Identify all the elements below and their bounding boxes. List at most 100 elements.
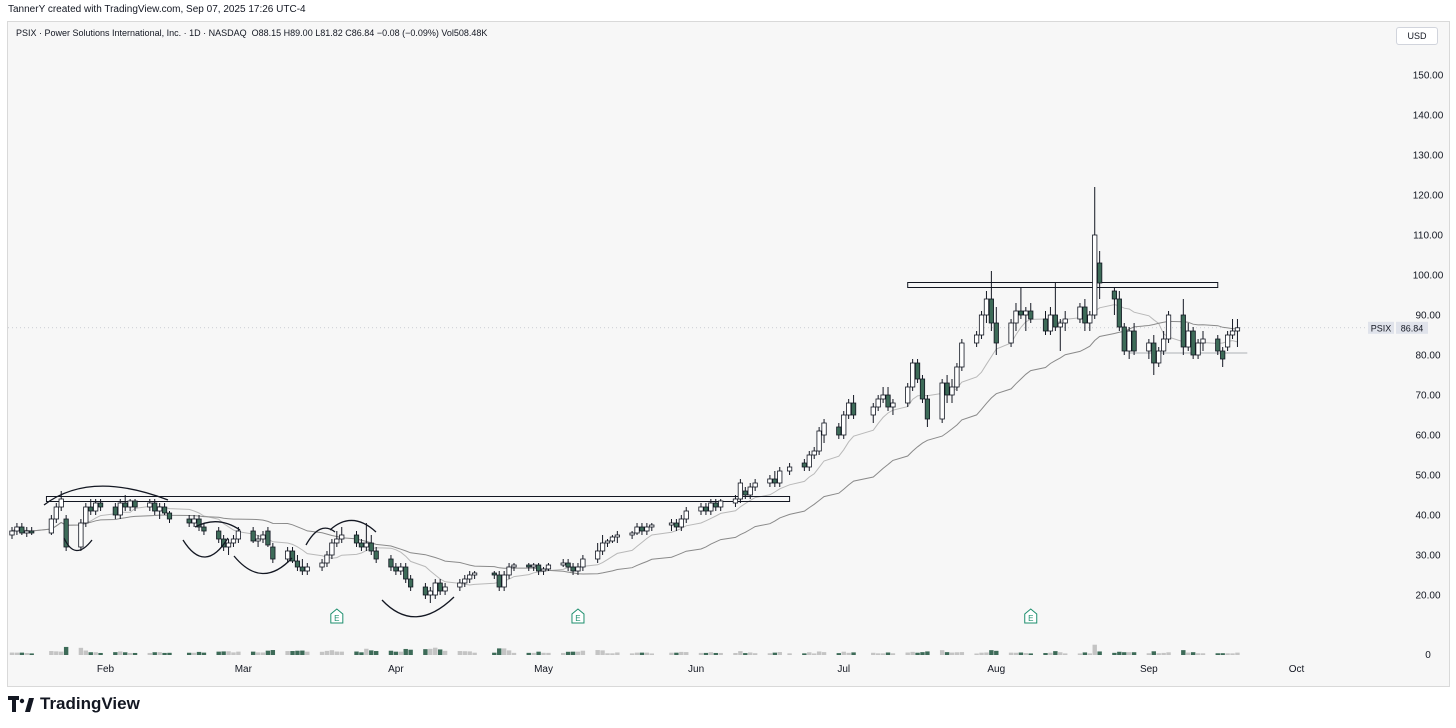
- candle-body[interactable]: [398, 566, 404, 572]
- candle-body[interactable]: [1190, 330, 1196, 356]
- candle-body[interactable]: [988, 298, 994, 324]
- candle-body[interactable]: [1165, 314, 1172, 340]
- earnings-marker[interactable]: [1024, 608, 1038, 624]
- candle-body[interactable]: [304, 566, 310, 572]
- candle-body[interactable]: [1111, 290, 1118, 300]
- candle-body[interactable]: [93, 502, 99, 512]
- earnings-marker[interactable]: [571, 608, 585, 624]
- candle-body[interactable]: [339, 534, 345, 540]
- candle-body[interactable]: [358, 542, 365, 548]
- candle-body[interactable]: [393, 566, 399, 572]
- candle-body[interactable]: [1042, 318, 1049, 332]
- candle-body[interactable]: [157, 506, 163, 512]
- candle-body[interactable]: [442, 586, 448, 592]
- candle-body[interactable]: [644, 526, 650, 532]
- candle-body[interactable]: [191, 518, 197, 524]
- candle-body[interactable]: [127, 500, 133, 508]
- candle-body[interactable]: [1077, 306, 1083, 320]
- candle-body[interactable]: [1121, 326, 1127, 352]
- candle-body[interactable]: [506, 566, 512, 576]
- candle-body[interactable]: [201, 526, 207, 532]
- candle-body[interactable]: [1082, 306, 1088, 324]
- candle-body[interactable]: [1052, 314, 1058, 328]
- candle-body[interactable]: [767, 478, 773, 484]
- candle-body[interactable]: [1057, 322, 1063, 328]
- candle-body[interactable]: [629, 532, 635, 536]
- candle-body[interactable]: [112, 506, 118, 516]
- candle-body[interactable]: [78, 522, 84, 548]
- candle-body[interactable]: [875, 398, 881, 408]
- candle-body[interactable]: [88, 506, 94, 512]
- candle-body[interactable]: [1097, 262, 1103, 284]
- candle-body[interactable]: [496, 574, 502, 588]
- candle-body[interactable]: [289, 550, 296, 562]
- candle-body[interactable]: [910, 362, 916, 388]
- candle-body[interactable]: [732, 498, 739, 504]
- candle-body[interactable]: [285, 550, 291, 560]
- candle-body[interactable]: [161, 506, 168, 514]
- candle-body[interactable]: [152, 502, 158, 512]
- candle-body[interactable]: [225, 542, 232, 548]
- candle-body[interactable]: [1013, 310, 1019, 324]
- candle-body[interactable]: [462, 578, 468, 584]
- candle-body[interactable]: [132, 500, 138, 508]
- candle-body[interactable]: [777, 470, 783, 484]
- candle-body[interactable]: [403, 566, 409, 580]
- candle-body[interactable]: [885, 394, 891, 408]
- candle-body[interactable]: [639, 526, 645, 532]
- candle-body[interactable]: [974, 334, 980, 344]
- candle-body[interactable]: [599, 542, 606, 552]
- candle-body[interactable]: [388, 558, 394, 568]
- candle-body[interactable]: [265, 530, 271, 546]
- candle-body[interactable]: [24, 530, 30, 534]
- candle-body[interactable]: [432, 582, 438, 596]
- candle-body[interactable]: [422, 586, 429, 596]
- candle-body[interactable]: [535, 564, 542, 572]
- candle-body[interactable]: [353, 534, 360, 544]
- candle-body[interactable]: [649, 524, 655, 528]
- candle-body[interactable]: [1092, 234, 1098, 316]
- candle-body[interactable]: [698, 506, 704, 512]
- candle-body[interactable]: [978, 314, 985, 336]
- candle-body[interactable]: [673, 522, 680, 528]
- candle-body[interactable]: [634, 526, 640, 534]
- candle-body[interactable]: [806, 454, 812, 468]
- candle-body[interactable]: [801, 462, 807, 468]
- candle-body[interactable]: [752, 482, 758, 488]
- candle-body[interactable]: [939, 382, 945, 420]
- candle-body[interactable]: [427, 590, 433, 596]
- candle-body[interactable]: [821, 422, 827, 436]
- candle-body[interactable]: [53, 506, 59, 520]
- candle-body[interactable]: [678, 518, 684, 528]
- currency-button[interactable]: USD: [1396, 27, 1438, 45]
- candle-body[interactable]: [270, 546, 276, 560]
- candle-body[interactable]: [993, 322, 999, 344]
- candle-body[interactable]: [334, 538, 340, 544]
- candle-body[interactable]: [890, 402, 896, 408]
- candle-body[interactable]: [196, 518, 202, 528]
- candle-body[interactable]: [850, 402, 857, 416]
- candle-body[interactable]: [575, 566, 581, 572]
- candle-body[interactable]: [14, 526, 20, 532]
- candle-body[interactable]: [944, 382, 950, 396]
- candle-body[interactable]: [221, 538, 227, 548]
- candle-body[interactable]: [870, 406, 876, 416]
- candle-body[interactable]: [408, 578, 414, 588]
- candle-body[interactable]: [299, 566, 305, 572]
- candle-body[interactable]: [614, 534, 620, 538]
- candle-body[interactable]: [526, 564, 532, 568]
- candle-body[interactable]: [1062, 318, 1068, 324]
- candle-body[interactable]: [1161, 338, 1167, 352]
- candle-body[interactable]: [713, 502, 719, 508]
- candle-body[interactable]: [1180, 314, 1186, 348]
- candle-body[interactable]: [1220, 350, 1226, 360]
- candle-body[interactable]: [919, 378, 926, 400]
- candle-body[interactable]: [457, 582, 463, 588]
- candle-body[interactable]: [1200, 338, 1206, 344]
- candle-body[interactable]: [147, 502, 153, 508]
- candle-body[interactable]: [1023, 310, 1029, 316]
- candle-body[interactable]: [580, 558, 586, 568]
- candle-body[interactable]: [604, 540, 611, 544]
- candle-body[interactable]: [1087, 314, 1093, 324]
